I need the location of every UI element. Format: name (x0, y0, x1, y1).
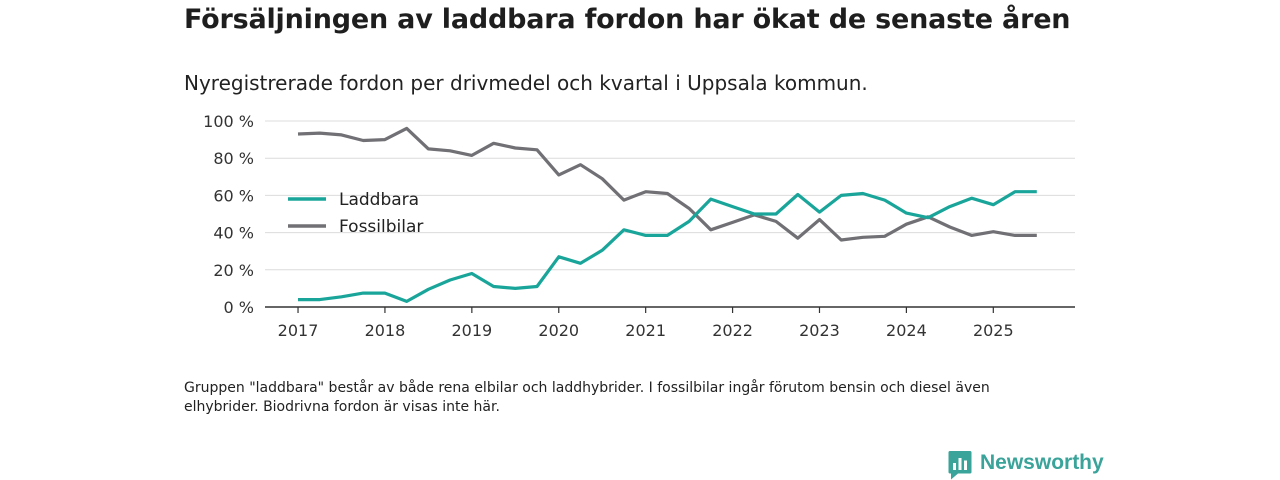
chart-title: Försäljningen av laddbara fordon har öka… (184, 4, 1071, 35)
y-tick-label: 60 % (213, 186, 254, 205)
newsworthy-logo: Newsworthy (948, 450, 1104, 480)
x-tick-label: 2021 (625, 321, 666, 340)
legend-label: Laddbara (339, 190, 419, 210)
brand-name: Newsworthy (980, 451, 1104, 474)
series-line-laddbara (298, 190, 1037, 303)
y-tick-label: 20 % (213, 261, 254, 280)
y-tick-label: 100 % (203, 112, 254, 131)
y-tick-label: 80 % (213, 149, 254, 168)
x-tick-label: 2025 (973, 321, 1014, 340)
y-tick-label: 40 % (213, 224, 254, 243)
x-tick-label: 2017 (278, 321, 319, 340)
x-axis: 2017 2018 2019 2020 2021 2022 2023 2024 2025 (265, 306, 1075, 340)
x-tick-label: 2018 (365, 321, 406, 340)
x-tick-label: 2019 (451, 321, 492, 340)
series-lines (297, 126, 1037, 303)
footnote: Gruppen "laddbara" består av både rena e… (184, 380, 990, 415)
y-axis-ticks: 0 % 20 % 40 % 60 % 80 % 100 % (203, 112, 254, 317)
x-tick-label: 2023 (799, 321, 840, 340)
newsworthy-logo-icon (948, 451, 972, 480)
series-line-fossilbilar (297, 126, 1037, 242)
legend: Laddbara Fossilbilar (288, 190, 423, 237)
x-tick-label: 2024 (886, 321, 927, 340)
x-tick-label: 2020 (538, 321, 579, 340)
y-tick-label: 0 % (224, 298, 254, 317)
legend-label: Fossilbilar (339, 217, 423, 237)
x-tick-label: 2022 (712, 321, 753, 340)
chart-subtitle: Nyregistrerade fordon per drivmedel och … (184, 71, 868, 95)
